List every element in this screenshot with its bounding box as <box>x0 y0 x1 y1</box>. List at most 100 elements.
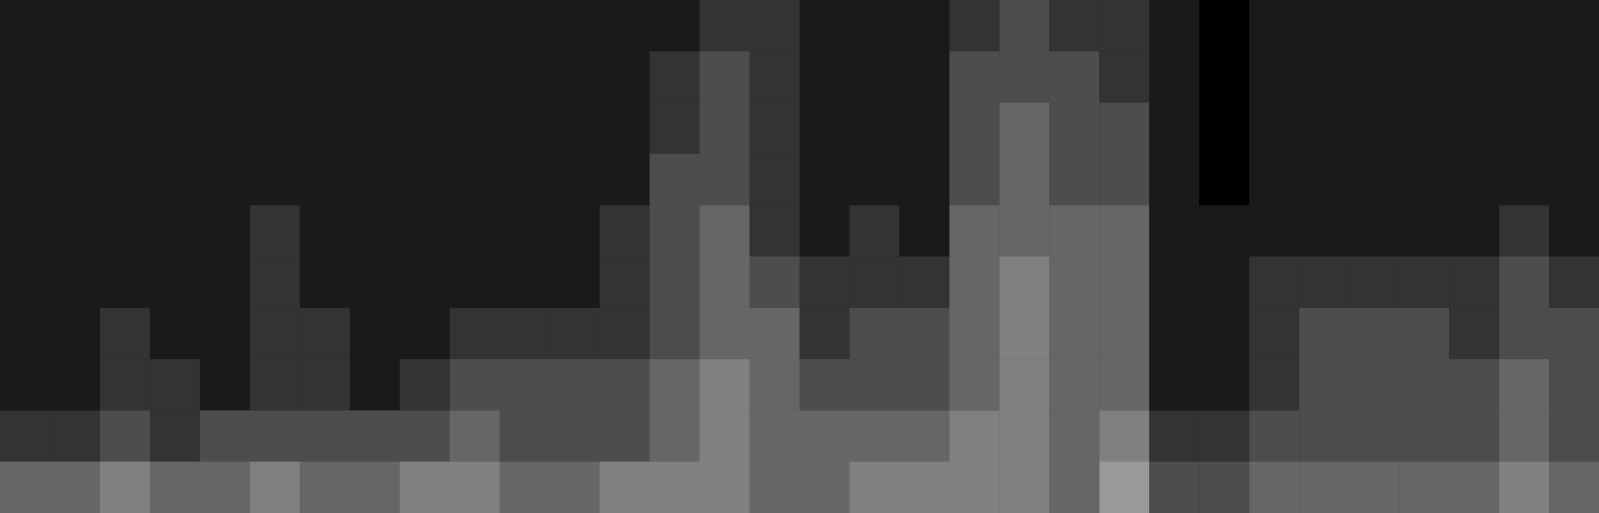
cell <box>550 154 600 206</box>
cell <box>1449 257 1499 309</box>
cell <box>200 205 250 257</box>
cell <box>150 0 200 52</box>
cell <box>800 51 850 103</box>
cell <box>1399 257 1449 309</box>
cell <box>1299 257 1349 309</box>
cell <box>150 205 200 257</box>
cell <box>350 103 400 155</box>
cell <box>400 0 450 52</box>
cell <box>0 51 50 103</box>
cell <box>849 257 899 309</box>
cell <box>750 410 800 462</box>
cell <box>250 51 300 103</box>
cell <box>250 0 300 52</box>
cell <box>550 462 600 513</box>
cell <box>1199 205 1249 257</box>
cell <box>650 257 700 309</box>
cell <box>1299 51 1349 103</box>
cell <box>400 308 450 360</box>
cell <box>450 0 500 52</box>
cell <box>150 257 200 309</box>
cell <box>100 154 150 206</box>
cell <box>899 410 949 462</box>
cell <box>550 103 600 155</box>
cell <box>800 410 850 462</box>
cell <box>1249 205 1299 257</box>
cell <box>400 462 450 513</box>
cell <box>400 410 450 462</box>
cell <box>1099 205 1149 257</box>
cell <box>1449 0 1499 52</box>
cell <box>1549 359 1599 411</box>
cell <box>1549 410 1599 462</box>
cell <box>1349 257 1399 309</box>
cell <box>0 0 50 52</box>
cell <box>1099 308 1149 360</box>
cell <box>1049 410 1099 462</box>
cell <box>1349 154 1399 206</box>
cell <box>1349 308 1399 360</box>
cell <box>500 0 550 52</box>
cell <box>1499 103 1549 155</box>
cell <box>1549 308 1599 360</box>
cell <box>1199 103 1249 155</box>
cell <box>650 0 700 52</box>
cell <box>600 154 650 206</box>
cell <box>700 359 750 411</box>
cell <box>1299 462 1349 513</box>
cell <box>150 308 200 360</box>
cell <box>1199 51 1249 103</box>
cell <box>550 205 600 257</box>
cell <box>450 51 500 103</box>
cell <box>1049 462 1099 513</box>
cell <box>1449 205 1499 257</box>
cell <box>1099 359 1149 411</box>
cell <box>1399 308 1449 360</box>
cell <box>800 462 850 513</box>
cell <box>1399 0 1449 52</box>
cell <box>300 154 350 206</box>
cell <box>450 359 500 411</box>
cell <box>1249 257 1299 309</box>
cell <box>50 410 100 462</box>
cell <box>350 308 400 360</box>
cell <box>800 103 850 155</box>
cell <box>300 103 350 155</box>
cell <box>1249 410 1299 462</box>
cell <box>50 0 100 52</box>
cell <box>750 257 800 309</box>
cell <box>500 308 550 360</box>
cell <box>800 359 850 411</box>
cell <box>300 51 350 103</box>
cell <box>1199 410 1249 462</box>
cell <box>1449 359 1499 411</box>
cell <box>50 205 100 257</box>
cell <box>1499 257 1549 309</box>
cell <box>1149 257 1199 309</box>
cell <box>849 410 899 462</box>
cell <box>1549 103 1599 155</box>
cell <box>0 257 50 309</box>
cell <box>600 410 650 462</box>
cell <box>50 103 100 155</box>
cell <box>999 0 1049 52</box>
cell <box>100 51 150 103</box>
cell <box>1049 205 1099 257</box>
cell <box>1299 154 1349 206</box>
cell <box>300 462 350 513</box>
cell <box>450 103 500 155</box>
cell <box>700 0 750 52</box>
cell <box>700 205 750 257</box>
cell <box>1349 103 1399 155</box>
cell <box>650 205 700 257</box>
cell <box>50 462 100 513</box>
cell <box>750 154 800 206</box>
cell <box>1249 0 1299 52</box>
cell <box>350 257 400 309</box>
cell <box>849 103 899 155</box>
cell <box>1149 103 1199 155</box>
cell <box>700 462 750 513</box>
cell <box>200 0 250 52</box>
cell <box>500 462 550 513</box>
cell <box>550 308 600 360</box>
